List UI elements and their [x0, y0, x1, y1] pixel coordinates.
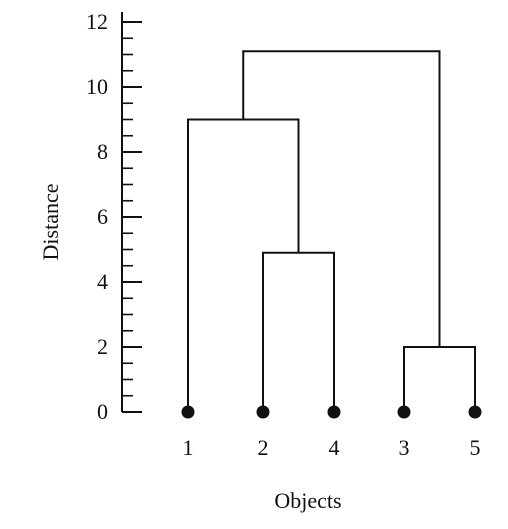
y-tick-label: 6	[97, 204, 108, 229]
object-label-3: 3	[399, 435, 410, 460]
y-tick-label: 2	[97, 334, 108, 359]
dendrogram-tree	[187, 50, 476, 412]
leaf-node-1	[181, 405, 195, 419]
y-tick-label: 10	[86, 74, 108, 99]
leaf-nodes: 1 2 4 3 5	[181, 405, 482, 460]
y-tick-label: 0	[97, 399, 108, 424]
leaf-node-3	[397, 405, 411, 419]
object-label-1: 1	[183, 435, 194, 460]
object-label-4: 4	[329, 435, 340, 460]
y-tick-label: 4	[97, 269, 108, 294]
y-axis-title: Distance	[38, 184, 63, 261]
leaf-node-2	[256, 405, 270, 419]
object-label-5: 5	[470, 435, 481, 460]
leaf-node-4	[327, 405, 341, 419]
y-tick-label: 8	[97, 139, 108, 164]
x-axis-title: Objects	[274, 488, 341, 513]
y-axis: 0 2 4 6 8 10 12	[86, 9, 142, 424]
y-tick-label: 12	[86, 9, 108, 34]
leaf-node-5	[468, 405, 482, 419]
object-label-2: 2	[258, 435, 269, 460]
